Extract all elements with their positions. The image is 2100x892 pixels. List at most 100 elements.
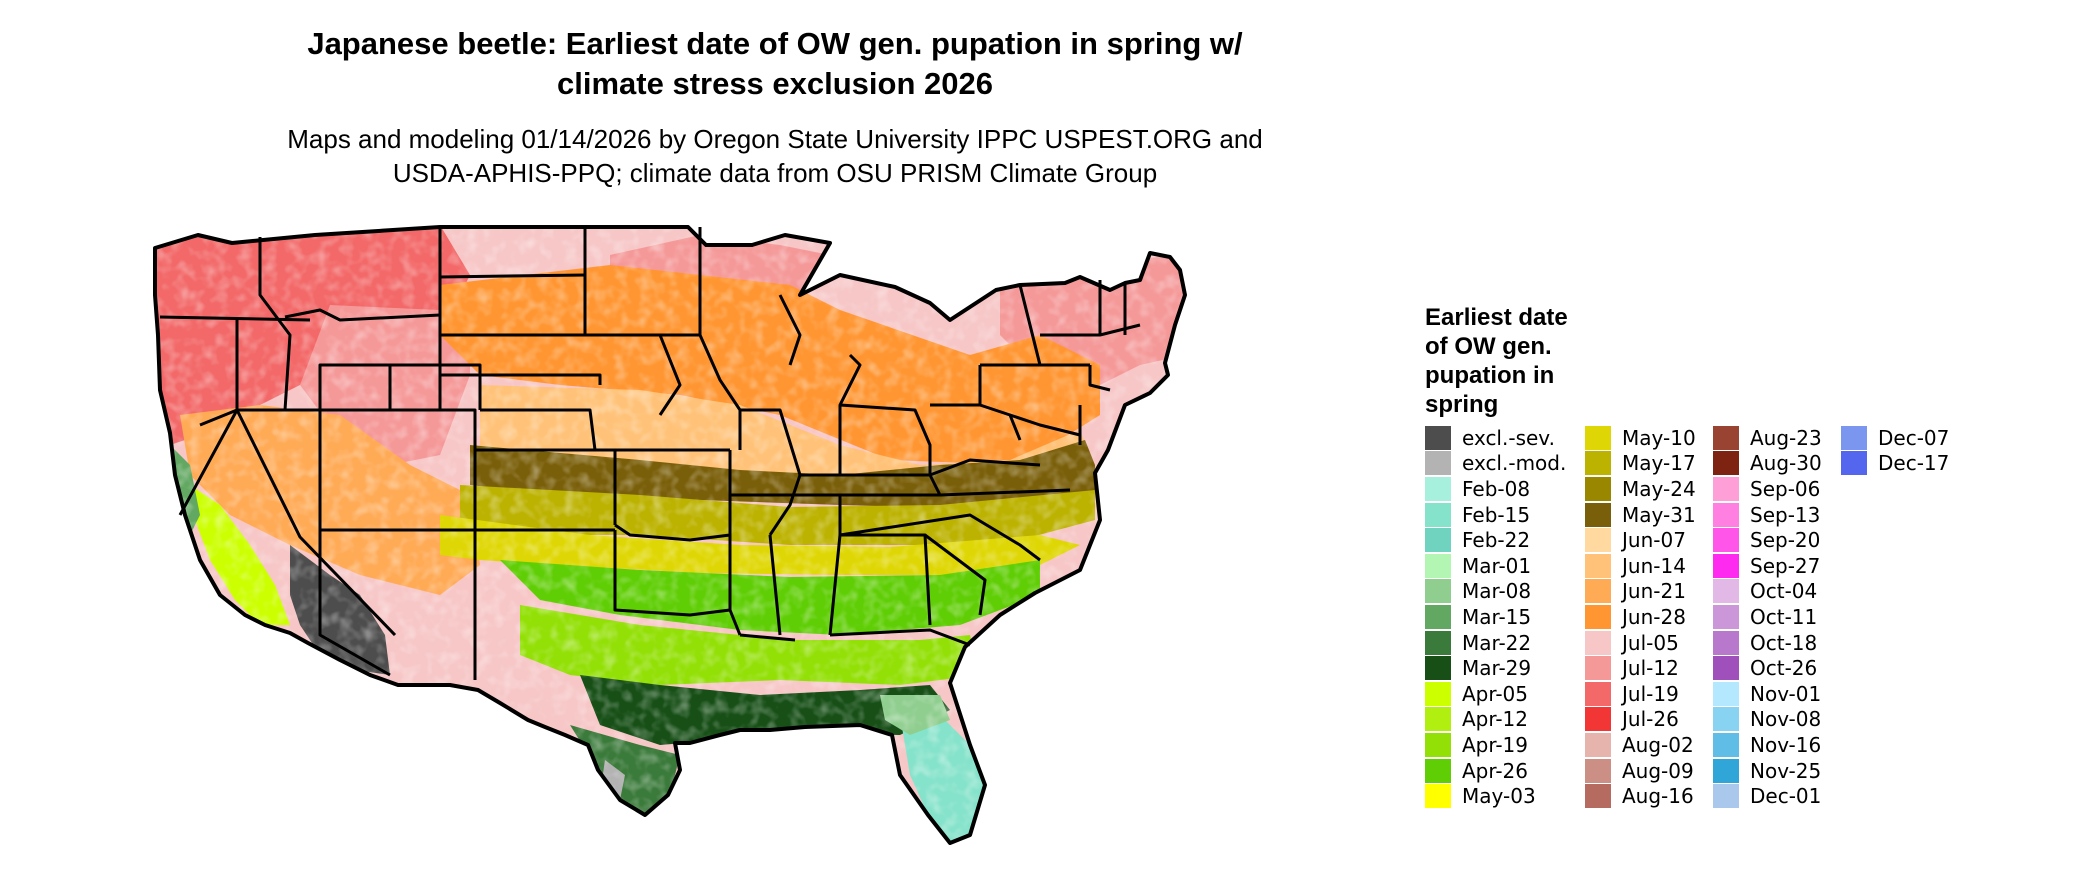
legend-label: Mar-29	[1462, 656, 1532, 681]
legend-swatch	[1425, 758, 1451, 783]
legend-swatch	[1585, 732, 1611, 757]
legend-label: Sep-20	[1750, 528, 1821, 553]
legend-item: May-17	[1585, 451, 1696, 477]
legend-label: Nov-16	[1750, 732, 1822, 757]
legend-swatch	[1713, 451, 1739, 476]
legend-swatch	[1713, 553, 1739, 578]
legend-label: Oct-18	[1750, 630, 1818, 655]
legend-swatch	[1585, 707, 1611, 732]
legend-label: Aug-09	[1622, 758, 1694, 783]
legend-item: May-03	[1425, 783, 1566, 809]
legend-swatch	[1585, 630, 1611, 655]
legend-swatch	[1425, 784, 1451, 809]
map-title: Japanese beetle: Earliest date of OW gen…	[175, 24, 1375, 104]
legend-item: Dec-01	[1713, 783, 1822, 809]
legend-label: Mar-01	[1462, 553, 1532, 578]
legend-label: Apr-19	[1462, 732, 1528, 757]
legend-label: Nov-08	[1750, 707, 1822, 732]
legend-label: Sep-13	[1750, 502, 1821, 527]
legend-item: Jul-26	[1585, 707, 1696, 733]
legend-item: excl.-sev.	[1425, 425, 1566, 451]
legend-swatch	[1425, 604, 1451, 629]
legend-swatch	[1585, 451, 1611, 476]
legend-swatch	[1713, 502, 1739, 527]
legend-label: May-17	[1622, 451, 1696, 476]
legend-item: Jun-28	[1585, 604, 1696, 630]
legend-item: Oct-18	[1713, 630, 1822, 656]
legend-column: Aug-23 Aug-30 Sep-06 Sep-13 Sep-20 Sep-27 Oct-…	[1713, 425, 1822, 809]
legend-item: Apr-26	[1425, 758, 1566, 784]
legend-item: Feb-15	[1425, 502, 1566, 528]
legend-swatch	[1585, 502, 1611, 527]
legend-swatch	[1585, 604, 1611, 629]
legend-label: excl.-mod.	[1462, 451, 1567, 476]
legend-item: May-10	[1585, 425, 1696, 451]
legend-label: Nov-01	[1750, 681, 1822, 706]
legend-swatch	[1585, 579, 1611, 604]
legend-label: Mar-15	[1462, 604, 1532, 629]
legend-label: May-31	[1622, 502, 1696, 527]
legend-swatch	[1425, 579, 1451, 604]
legend-column: May-10 May-17 May-24 May-31 Jun-07 Jun-14 Jun-…	[1585, 425, 1696, 809]
legend-swatch	[1425, 553, 1451, 578]
legend-label: Aug-23	[1750, 425, 1822, 450]
legend-swatch	[1841, 451, 1867, 476]
legend-label: Jun-21	[1622, 579, 1686, 604]
legend-swatch	[1425, 502, 1451, 527]
map-title-line-2: climate stress exclusion 2026	[557, 66, 993, 101]
state-boundaries	[159, 227, 1141, 680]
legend-label: Apr-05	[1462, 681, 1528, 706]
legend-item: Nov-16	[1713, 732, 1822, 758]
legend-column: Dec-07 Dec-17	[1841, 425, 1949, 476]
legend-item: Feb-22	[1425, 527, 1566, 553]
legend-label: May-24	[1622, 476, 1696, 501]
legend-label: Dec-07	[1878, 425, 1950, 450]
legend-label: Dec-01	[1750, 784, 1822, 809]
legend-label: Nov-25	[1750, 758, 1822, 783]
legend-item: Nov-01	[1713, 681, 1822, 707]
map-subtitle-line-2: USDA-APHIS-PPQ; climate data from OSU PR…	[392, 158, 1158, 188]
legend-swatch	[1425, 681, 1451, 706]
legend-swatch	[1585, 758, 1611, 783]
legend-item: Mar-29	[1425, 655, 1566, 681]
legend-swatch	[1585, 681, 1611, 706]
map-subtitle-line-1: Maps and modeling 01/14/2026 by Oregon S…	[287, 124, 1263, 154]
legend-swatch	[1713, 758, 1739, 783]
legend-item: Aug-02	[1585, 732, 1696, 758]
legend-item: excl.-mod.	[1425, 451, 1566, 477]
legend-swatch	[1585, 784, 1611, 809]
legend-label: Jul-05	[1622, 630, 1679, 655]
map-subtitle: Maps and modeling 01/14/2026 by Oregon S…	[175, 122, 1375, 190]
legend-label: Apr-26	[1462, 758, 1528, 783]
legend-swatch	[1713, 425, 1739, 450]
legend-label: Feb-22	[1462, 528, 1531, 553]
legend-item: Sep-13	[1713, 502, 1822, 528]
legend-swatch	[1713, 732, 1739, 757]
legend-label: Oct-04	[1750, 579, 1818, 604]
legend-swatch	[1713, 528, 1739, 553]
legend-label: Jun-07	[1622, 528, 1686, 553]
legend-label: May-03	[1462, 784, 1536, 809]
legend-title: Earliest date of OW gen. pupation in spr…	[1425, 303, 1625, 419]
legend-item: Dec-07	[1841, 425, 1949, 451]
legend-item: Apr-19	[1425, 732, 1566, 758]
legend-item: Aug-30	[1713, 451, 1822, 477]
legend-label: Oct-26	[1750, 656, 1818, 681]
legend-title-line: pupation in	[1425, 362, 1555, 389]
legend-swatch	[1713, 707, 1739, 732]
legend-label: Feb-08	[1462, 476, 1531, 501]
legend-item: Mar-15	[1425, 604, 1566, 630]
legend-item: Nov-08	[1713, 707, 1822, 733]
legend-item: Oct-04	[1713, 579, 1822, 605]
us-pupation-date-map	[153, 225, 1187, 845]
legend-title-line: Earliest date	[1425, 304, 1568, 331]
legend-item: Nov-25	[1713, 758, 1822, 784]
legend-label: Aug-30	[1750, 451, 1822, 476]
legend-swatch	[1585, 553, 1611, 578]
legend-label: Sep-27	[1750, 553, 1821, 578]
legend-title-line: spring	[1425, 391, 1499, 418]
legend-item: Aug-23	[1713, 425, 1822, 451]
legend-swatch	[1585, 425, 1611, 450]
legend-item: Aug-09	[1585, 758, 1696, 784]
legend-label: Jun-28	[1622, 604, 1686, 629]
